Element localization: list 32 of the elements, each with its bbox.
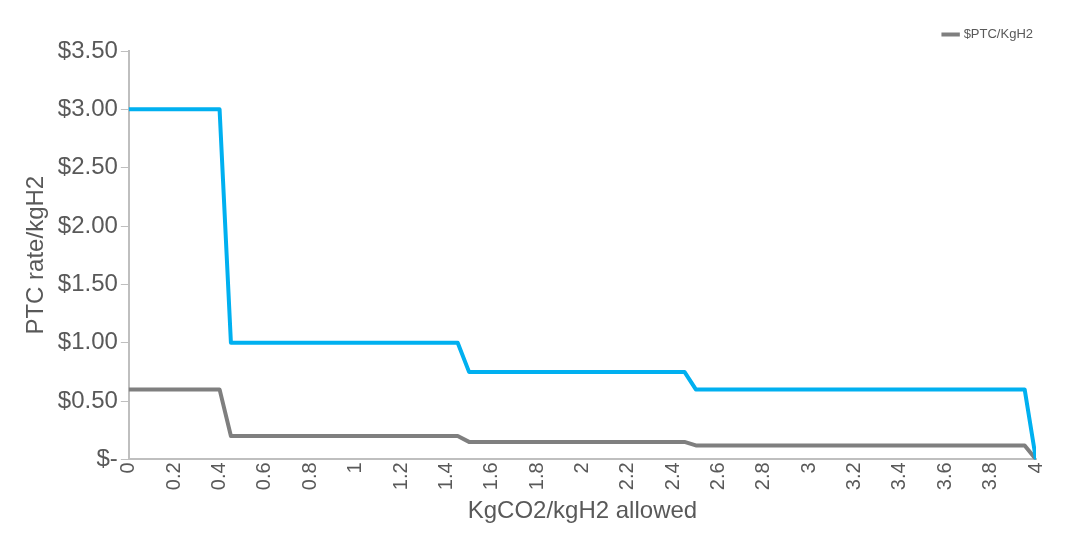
x-axis-title: KgCO2/kgH2 allowed xyxy=(467,496,698,524)
x-tick-label: 1.4 xyxy=(433,462,456,491)
y-tick-label: $1.00 xyxy=(57,327,118,355)
y-tick-label: $1.50 xyxy=(57,268,118,296)
x-tick-label: 2.8 xyxy=(751,462,774,491)
x-tick-label: 0.6 xyxy=(252,462,275,491)
y-tick-label: $3.50 xyxy=(57,35,118,63)
x-tick-label: 0.2 xyxy=(161,462,184,491)
x-tick-label: 1.6 xyxy=(479,462,502,491)
x-tick-label: 3.8 xyxy=(978,462,1001,491)
y-tick-label: $- xyxy=(96,444,118,472)
x-tick-label: 0.4 xyxy=(207,462,230,491)
y-tick-label: $2.50 xyxy=(57,152,118,180)
x-tick-label: 2 xyxy=(569,462,592,474)
y-tick-label: $3.00 xyxy=(57,93,118,121)
x-tick-label: 1 xyxy=(343,462,366,474)
x-tick-label: 2.4 xyxy=(660,462,683,491)
x-tick-label: 3 xyxy=(796,462,819,474)
x-tick-label: 3.6 xyxy=(932,462,955,491)
x-tick-label: 2.2 xyxy=(615,462,638,491)
x-tick-label: 3.4 xyxy=(887,462,910,491)
y-tick-label: $2.00 xyxy=(57,210,118,238)
x-tick-label: 0 xyxy=(116,462,139,474)
x-tick-label: 2.6 xyxy=(706,462,729,491)
y-axis-title: PTC rate/kgH2 xyxy=(21,175,49,335)
y-tick-label: $0.50 xyxy=(57,385,118,413)
x-tick-label: 4 xyxy=(1023,462,1046,474)
legend-label: $PTC/KgH2 xyxy=(963,26,1034,42)
x-tick-label: 0.8 xyxy=(297,462,320,491)
x-tick-label: 1.2 xyxy=(388,462,411,491)
x-tick-label: 3.2 xyxy=(842,462,865,491)
x-tick-label: 1.8 xyxy=(524,462,547,491)
